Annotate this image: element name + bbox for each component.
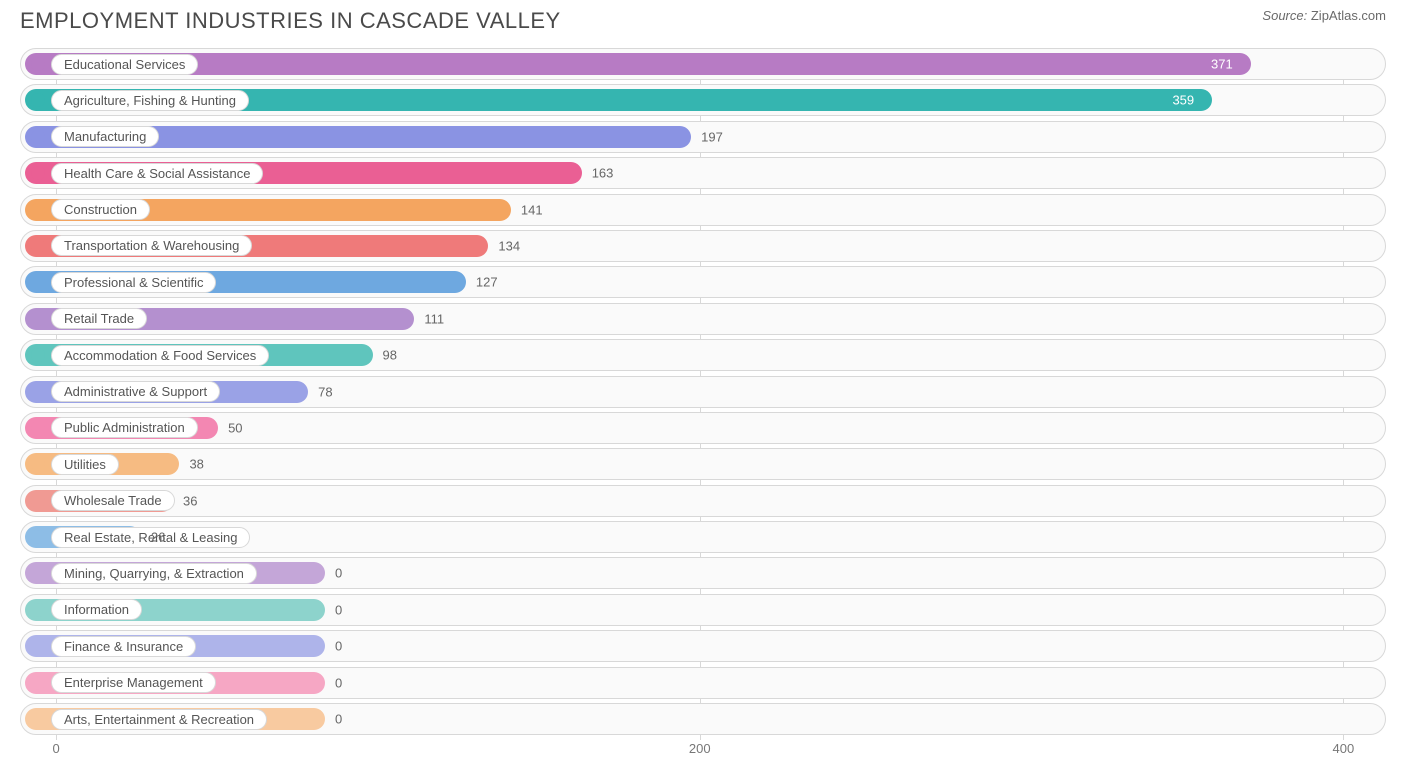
bullet-icon bbox=[31, 385, 45, 399]
bar-value: 359 bbox=[1172, 93, 1194, 108]
bar-value: 26 bbox=[151, 530, 165, 545]
bar-label: Educational Services bbox=[51, 54, 198, 75]
bar-row: Administrative & Support 78 bbox=[20, 376, 1386, 408]
bar-row: Wholesale Trade 36 bbox=[20, 485, 1386, 517]
bar-value: 0 bbox=[335, 675, 342, 690]
bar-row: Transportation & Warehousing 134 bbox=[20, 230, 1386, 262]
bar-label: Utilities bbox=[51, 454, 119, 475]
bar-label: Transportation & Warehousing bbox=[51, 235, 252, 256]
bullet-icon bbox=[31, 130, 45, 144]
bar-row: Mining, Quarrying, & Extraction 0 bbox=[20, 557, 1386, 589]
bar-value: 0 bbox=[335, 566, 342, 581]
chart-title: EMPLOYMENT INDUSTRIES IN CASCADE VALLEY bbox=[20, 8, 561, 34]
bar-label: Health Care & Social Assistance bbox=[51, 163, 263, 184]
bar-row: Information 0 bbox=[20, 594, 1386, 626]
bar-row: Arts, Entertainment & Recreation 0 bbox=[20, 703, 1386, 735]
bar-label: Wholesale Trade bbox=[51, 490, 175, 511]
bullet-icon bbox=[31, 676, 45, 690]
bullet-icon bbox=[31, 239, 45, 253]
bullet-icon bbox=[31, 203, 45, 217]
bullet-icon bbox=[31, 530, 45, 544]
bullet-icon bbox=[31, 312, 45, 326]
bar-label: Retail Trade bbox=[51, 308, 147, 329]
x-tick: 0 bbox=[53, 741, 60, 756]
bar-value: 163 bbox=[592, 166, 614, 181]
bar-label: Enterprise Management bbox=[51, 672, 216, 693]
bar-value: 111 bbox=[424, 311, 444, 326]
bar-row: Finance & Insurance 0 bbox=[20, 630, 1386, 662]
bar-row: Agriculture, Fishing & Hunting 359 bbox=[20, 84, 1386, 116]
bars-container: Educational Services 371 Agriculture, Fish… bbox=[20, 48, 1386, 735]
bar-value: 371 bbox=[1211, 57, 1233, 72]
bullet-icon bbox=[31, 57, 45, 71]
bar-label: Manufacturing bbox=[51, 126, 159, 147]
bar-label: Administrative & Support bbox=[51, 381, 220, 402]
chart-header: EMPLOYMENT INDUSTRIES IN CASCADE VALLEY … bbox=[0, 0, 1406, 38]
bar-row: Accommodation & Food Services 98 bbox=[20, 339, 1386, 371]
bullet-icon bbox=[31, 603, 45, 617]
source-value: ZipAtlas.com bbox=[1311, 8, 1386, 23]
bar-label: Professional & Scientific bbox=[51, 272, 216, 293]
bar-row: Public Administration 50 bbox=[20, 412, 1386, 444]
bar-row: Health Care & Social Assistance 163 bbox=[20, 157, 1386, 189]
x-tick: 400 bbox=[1333, 741, 1355, 756]
chart-area: Educational Services 371 Agriculture, Fish… bbox=[20, 48, 1386, 768]
bar-row: Manufacturing 197 bbox=[20, 121, 1386, 153]
source-label: Source: bbox=[1262, 8, 1307, 23]
bar-label: Public Administration bbox=[51, 417, 198, 438]
bar-label: Accommodation & Food Services bbox=[51, 345, 269, 366]
bar-row: Enterprise Management 0 bbox=[20, 667, 1386, 699]
bullet-icon bbox=[31, 712, 45, 726]
bullet-icon bbox=[31, 421, 45, 435]
bar-row: Retail Trade 111 bbox=[20, 303, 1386, 335]
bar-value: 0 bbox=[335, 639, 342, 654]
x-axis: 0 200 400 bbox=[20, 739, 1386, 763]
bar-value: 0 bbox=[335, 712, 342, 727]
bar-value: 127 bbox=[476, 275, 498, 290]
bar-label: Construction bbox=[51, 199, 150, 220]
bar-label: Information bbox=[51, 599, 142, 620]
bar-value: 38 bbox=[189, 457, 203, 472]
bar-row: Construction 141 bbox=[20, 194, 1386, 226]
bar-label: Arts, Entertainment & Recreation bbox=[51, 709, 267, 730]
bar-value: 36 bbox=[183, 493, 197, 508]
bar-value: 197 bbox=[701, 129, 723, 144]
bar-row: Professional & Scientific 127 bbox=[20, 266, 1386, 298]
bar-label: Finance & Insurance bbox=[51, 636, 196, 657]
bar-label: Agriculture, Fishing & Hunting bbox=[51, 90, 249, 111]
chart-source: Source: ZipAtlas.com bbox=[1262, 8, 1386, 23]
bar-row: Real Estate, Rental & Leasing26 bbox=[20, 521, 1386, 553]
bar-label: Mining, Quarrying, & Extraction bbox=[51, 563, 257, 584]
bar-value: 134 bbox=[498, 238, 520, 253]
bar bbox=[25, 53, 1251, 75]
bar-row: Educational Services 371 bbox=[20, 48, 1386, 80]
bar-value: 50 bbox=[228, 420, 242, 435]
bar-value: 98 bbox=[383, 348, 397, 363]
bar-value: 141 bbox=[521, 202, 543, 217]
x-tick: 200 bbox=[689, 741, 711, 756]
bar-value: 78 bbox=[318, 384, 332, 399]
bullet-icon bbox=[31, 494, 45, 508]
bar-value: 0 bbox=[335, 602, 342, 617]
bar-row: Utilities 38 bbox=[20, 448, 1386, 480]
